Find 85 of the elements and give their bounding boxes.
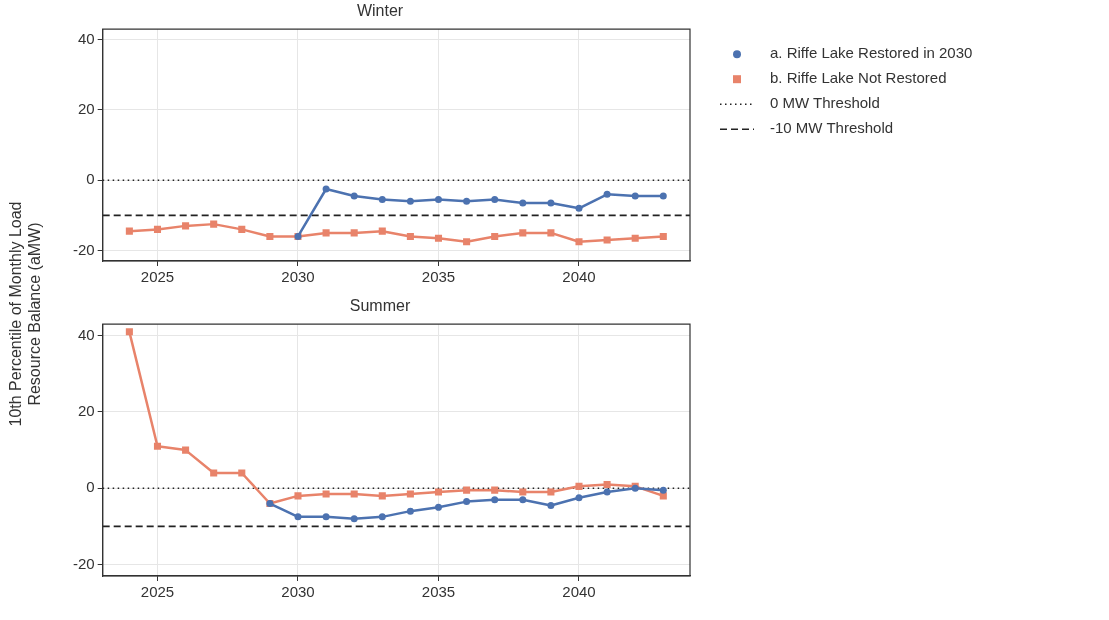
point: [603, 236, 611, 244]
point: [182, 222, 190, 230]
point: [406, 507, 414, 515]
y-tick-label: 0: [86, 478, 95, 496]
x-tick-label: 2030: [281, 268, 315, 286]
y-tick-label: 40: [77, 325, 95, 343]
point: [266, 232, 274, 240]
x-tick-label: 2035: [421, 268, 456, 286]
x-tick-label: 2035: [421, 583, 456, 601]
y-axis-title: 10th Percentile of Monthly Load Resource Balance (aMW): [6, 200, 44, 429]
legend-label: b. Riffe Lake Not Restored: [770, 69, 947, 87]
point: [210, 469, 218, 477]
point: [153, 442, 162, 450]
x-tick-label: 2030: [281, 583, 315, 601]
point: [238, 469, 246, 477]
point: [603, 190, 611, 198]
point: [547, 501, 555, 509]
point: [406, 197, 414, 205]
legend-label: a. Riffe Lake Restored in 2030: [770, 44, 973, 62]
point: [322, 490, 330, 498]
x-tick-label: 2040: [562, 583, 596, 601]
point: [631, 192, 639, 200]
point: [350, 490, 358, 498]
point: [434, 488, 443, 496]
point: [519, 496, 527, 504]
point: [519, 488, 527, 496]
point: [575, 494, 583, 502]
point: [125, 227, 133, 235]
point: [463, 197, 471, 205]
y-tick-label: -20: [72, 240, 95, 258]
legend-label: 0 MW Threshold: [770, 94, 880, 112]
point: [575, 238, 583, 246]
point: [378, 492, 386, 500]
point: [350, 229, 358, 237]
point: [491, 496, 499, 504]
point: [491, 486, 499, 494]
point: [294, 513, 302, 521]
point: [575, 204, 583, 212]
legend-label: -10 MW Threshold: [770, 119, 894, 137]
point: [491, 232, 499, 240]
point: [378, 227, 386, 235]
point: [519, 229, 527, 237]
point: [153, 225, 162, 233]
point: [547, 488, 555, 496]
point: [238, 225, 246, 233]
point: [210, 220, 218, 228]
point: [575, 482, 583, 490]
point: [434, 503, 442, 511]
point: [463, 238, 471, 246]
y-tick-label: 0: [86, 170, 95, 188]
point: [125, 328, 133, 336]
point: [322, 513, 330, 521]
y-tick-label: 20: [77, 100, 95, 118]
point: [631, 234, 639, 242]
point: [603, 480, 611, 488]
y-tick-label: 40: [77, 29, 95, 47]
point: [659, 486, 667, 494]
y-tick-label: 20: [77, 402, 95, 420]
point: [406, 490, 414, 498]
x-tick-label: 2040: [562, 268, 596, 286]
chart-title: Winter: [356, 2, 404, 20]
point: [547, 229, 555, 237]
point: [659, 232, 667, 240]
point: [406, 232, 414, 240]
x-tick-label: 2025: [140, 268, 175, 286]
x-tick-label: 2025: [140, 583, 175, 601]
point: [659, 192, 667, 200]
point: [378, 513, 386, 521]
point: [434, 234, 443, 242]
point: [463, 486, 471, 494]
point: [378, 196, 386, 204]
point: [322, 185, 330, 193]
point: [519, 199, 527, 207]
y-tick-label: -20: [72, 554, 95, 572]
point: [182, 446, 190, 454]
point: [294, 492, 302, 500]
point: [350, 515, 358, 523]
point: [434, 196, 442, 204]
point: [603, 488, 611, 496]
point: [547, 199, 555, 207]
point: [322, 229, 330, 237]
point: [491, 196, 499, 204]
chart-title: Summer: [349, 297, 411, 315]
point: [350, 192, 358, 200]
point: [463, 498, 471, 506]
